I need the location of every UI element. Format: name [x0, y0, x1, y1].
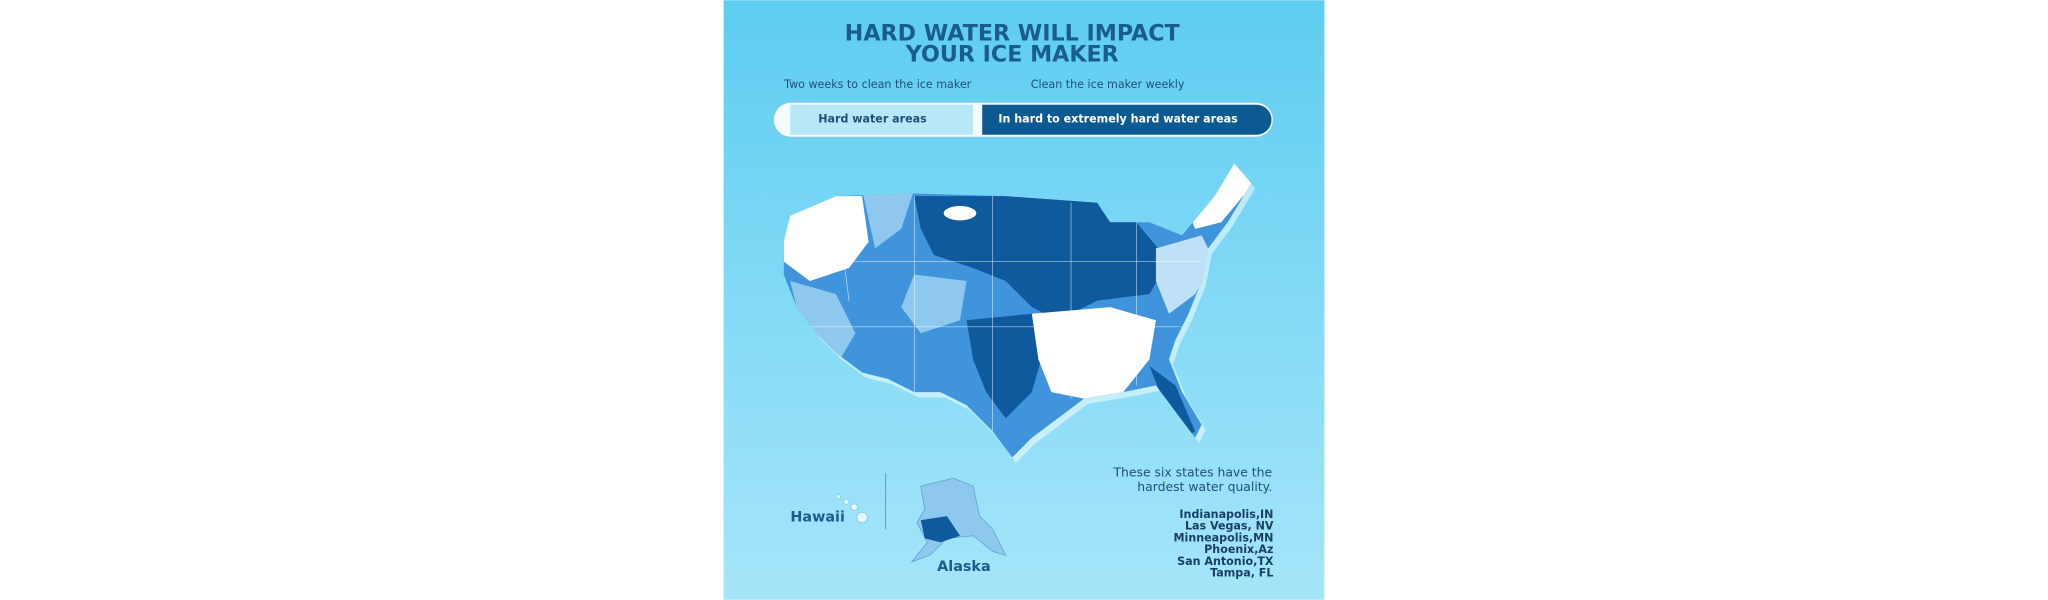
note-text: These six states have the	[1112, 465, 1272, 480]
map-label: Hawaii	[790, 509, 845, 525]
legend-caption: Two weeks to clean the ice maker	[783, 78, 972, 91]
city: San Antonio,TX	[1177, 555, 1274, 568]
alaska-region	[920, 516, 960, 543]
legend-caption: Clean the ice maker weekly	[1031, 78, 1185, 91]
note-text: hardest water quality.	[1137, 479, 1272, 494]
title: YOUR ICE MAKER	[905, 42, 1119, 68]
legend-label: In hard to extremely hard water areas	[998, 113, 1238, 126]
city: Minneapolis,MN	[1174, 531, 1274, 544]
city: Phoenix,Az	[1204, 543, 1273, 556]
legend-label: Hard water areas	[818, 113, 927, 126]
legend-segment-light	[790, 104, 974, 135]
city: Tampa, FL	[1210, 567, 1273, 580]
title: HARD WATER WILL IMPACT	[845, 21, 1181, 47]
hawaii-shape	[836, 494, 868, 524]
city: Indianapolis,IN	[1179, 508, 1273, 521]
legend-segment-dark	[982, 104, 1272, 135]
alaska-shape	[910, 477, 1007, 563]
city: Las Vegas, NV	[1185, 520, 1274, 533]
map-label: Alaska	[937, 559, 991, 575]
